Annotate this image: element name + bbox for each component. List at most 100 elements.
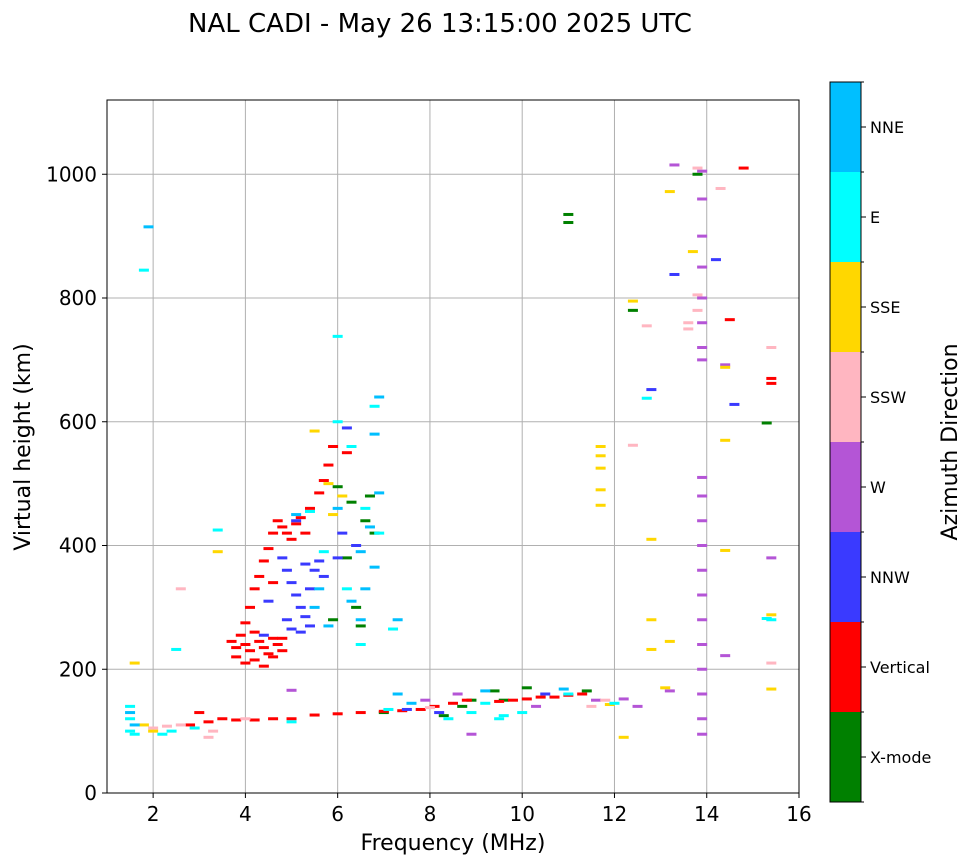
x-tick-label: 14	[694, 802, 719, 826]
echo-point	[286, 717, 297, 721]
echo-point	[346, 500, 357, 504]
echo-point	[697, 265, 708, 269]
y-tick-label: 1000	[46, 162, 97, 186]
echo-point	[323, 463, 334, 467]
echo-point	[424, 706, 435, 710]
echo-point	[521, 686, 532, 690]
echo-point	[240, 717, 251, 721]
echo-point	[664, 689, 675, 693]
colorbar-swatch	[830, 82, 861, 172]
echo-point	[208, 729, 219, 733]
echo-point	[258, 559, 269, 563]
echo-point	[521, 697, 532, 701]
colorbar-swatch	[830, 442, 861, 532]
echo-point	[351, 544, 362, 547]
echo-point	[125, 729, 136, 733]
series-sse	[129, 190, 777, 739]
echo-point	[480, 689, 491, 693]
colorbar-swatch	[830, 262, 861, 352]
echo-point	[766, 381, 777, 385]
echo-point	[415, 707, 426, 711]
echo-point	[258, 646, 269, 650]
echo-point	[277, 636, 288, 640]
echo-point	[217, 717, 228, 721]
echo-point	[420, 698, 431, 702]
echo-point	[314, 491, 325, 495]
echo-point	[304, 506, 315, 510]
series-x-mode	[328, 172, 772, 718]
echo-point	[203, 735, 214, 739]
echo-point	[443, 717, 454, 721]
series-w	[286, 163, 777, 736]
colorbar-swatch	[830, 352, 861, 442]
echo-point	[166, 729, 177, 733]
x-tick-label: 8	[424, 802, 437, 826]
echo-point	[318, 574, 329, 578]
echo-point	[125, 704, 136, 708]
echo-point	[328, 445, 339, 448]
echo-point	[304, 587, 315, 591]
x-tick-label: 4	[239, 802, 252, 826]
echo-point	[300, 531, 311, 535]
echo-point	[641, 324, 652, 328]
echo-point	[332, 506, 343, 510]
echo-point	[277, 525, 288, 529]
echo-point	[507, 698, 518, 702]
echo-point	[360, 506, 371, 510]
echo-point	[231, 646, 242, 650]
echo-point	[263, 547, 274, 551]
echo-point	[374, 395, 385, 399]
colorbar-category-label: NNW	[870, 568, 910, 587]
echo-point	[448, 701, 458, 705]
echo-point	[766, 687, 777, 691]
echo-point	[263, 652, 274, 656]
echo-point	[540, 692, 551, 696]
echo-point	[687, 250, 698, 254]
colorbar-category-label: X-mode	[870, 748, 931, 767]
echo-point	[309, 713, 320, 717]
echo-point	[300, 615, 311, 619]
echo-point	[337, 531, 348, 535]
echo-point	[318, 550, 329, 554]
echo-point	[766, 376, 777, 380]
echo-point	[332, 485, 343, 489]
echo-point	[258, 664, 269, 668]
echo-point	[697, 667, 708, 671]
echo-point	[355, 711, 366, 715]
echo-point	[249, 658, 260, 662]
echo-point	[369, 432, 380, 436]
echo-point	[641, 396, 652, 400]
series-vertical	[185, 166, 777, 727]
echo-point	[766, 346, 777, 349]
echo-point	[595, 454, 606, 458]
echo-point	[558, 687, 569, 691]
echo-point	[295, 516, 306, 520]
echo-point	[185, 723, 196, 727]
echo-point	[720, 365, 731, 369]
x-tick-label: 2	[147, 802, 160, 826]
echo-point	[664, 190, 675, 194]
echo-point	[457, 704, 468, 708]
echo-point	[314, 559, 325, 563]
azimuth-colorbar: X-mode Vertical NNW W SSW SSE E NNE	[829, 81, 931, 803]
echo-point	[249, 630, 260, 634]
echo-point	[341, 426, 352, 430]
echo-point	[683, 327, 694, 331]
echo-point	[309, 605, 320, 609]
echo-point	[388, 627, 399, 631]
echo-point	[697, 296, 708, 300]
echo-point	[355, 550, 366, 554]
colorbar-category-label: SSE	[870, 298, 900, 317]
echo-point	[125, 717, 136, 721]
echo-point	[346, 445, 357, 448]
echo-point	[346, 599, 357, 603]
echo-point	[729, 402, 740, 406]
x-axis-ticks: 2 4 6 8 10 12 14 16	[147, 793, 812, 826]
plot-frame	[106, 99, 800, 794]
echo-point	[364, 525, 375, 529]
echo-point	[189, 726, 200, 730]
echo-point	[212, 528, 223, 532]
echo-point	[286, 688, 297, 692]
echo-point	[720, 548, 731, 552]
